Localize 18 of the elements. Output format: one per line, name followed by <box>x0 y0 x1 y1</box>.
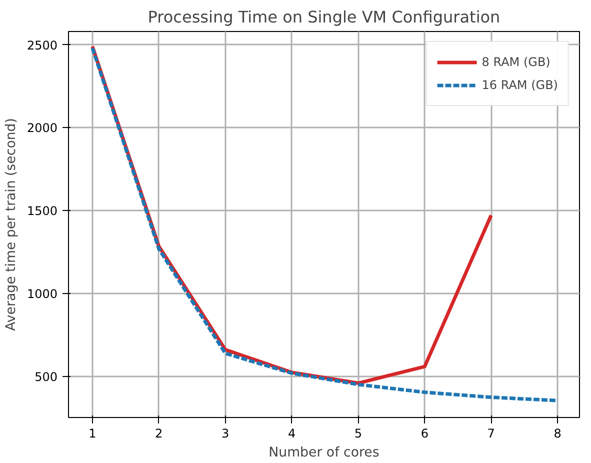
x-tick-label: 5 <box>354 426 362 440</box>
x-tick-label: 7 <box>487 426 495 440</box>
y-tick-label: 2000 <box>26 121 58 136</box>
x-tick-label: 6 <box>420 426 428 440</box>
y-tick-label: 500 <box>34 370 58 384</box>
x-axis-title: Number of cores <box>268 446 380 460</box>
chart-title: Processing Time on Single VM Configuration <box>148 8 500 26</box>
y-tick-label: 1500 <box>26 204 58 218</box>
legend-label: 16 RAM (GB) <box>482 78 558 92</box>
y-tick-label: 2500 <box>26 38 58 52</box>
y-tick-label: 1000 <box>26 287 58 302</box>
x-tick-label: 3 <box>222 426 230 440</box>
x-tick-label: 1 <box>88 426 96 440</box>
x-tick-label: 4 <box>288 426 296 440</box>
legend-label: 8 RAM (GB) <box>482 55 550 69</box>
y-axis-title: Average time per train (second) <box>4 118 19 331</box>
x-tick-label: 8 <box>554 426 562 440</box>
x-tick-label: 2 <box>155 426 163 440</box>
